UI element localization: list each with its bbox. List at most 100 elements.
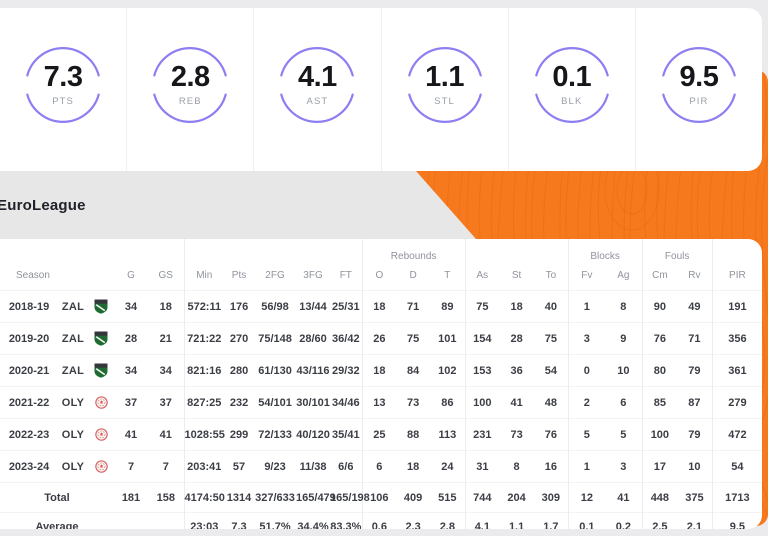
column-header-3fg: 3FG (303, 269, 323, 281)
stat-cell: 11/38 (296, 450, 331, 483)
stat-cell: 54 (711, 450, 762, 483)
season-cell: 2020-21 (0, 354, 58, 387)
stat-cell: 9 (605, 322, 643, 355)
stat-cell: 41 (148, 418, 185, 451)
group-header-blocks: Blocks (567, 239, 643, 265)
stat-cell: 35/41 (330, 418, 363, 451)
table-row: 2019-20 ZAL 28 21 721:22 270 75/148 28/60 36/42 2… (0, 322, 762, 355)
stat-circle: 2.8 REB (150, 45, 230, 125)
stat-cell: 54/101 (254, 386, 297, 419)
column-header-g: G (127, 269, 135, 281)
stat-cell: 744 (464, 482, 500, 513)
stat-cell: 75 (464, 290, 500, 323)
table-column-header-row: Season G GS Min Pts 2FG 3FG FT O D T As … (0, 265, 762, 291)
stat-cell: 41 (605, 482, 643, 513)
total-row: Total 181 158 4174:50 1314 327/633 165/479 165/… (0, 482, 762, 513)
stat-cell: 90 (641, 290, 678, 323)
stat-cell: 26 (361, 322, 397, 355)
stat-cell: 309 (534, 482, 569, 513)
stat-cell: 34/46 (330, 386, 363, 419)
stat-cell: 31 (464, 450, 500, 483)
stat-cell: 75 (534, 322, 569, 355)
stat-cell: 41 (499, 386, 535, 419)
stat-cell: 154 (464, 322, 500, 355)
league-section-band: EuroLeague (0, 171, 476, 239)
stat-cell: 18 (499, 290, 535, 323)
stat-cell: 232 (224, 386, 255, 419)
stat-cell: 101 (430, 322, 466, 355)
stat-cell: 409 (396, 482, 431, 513)
table-row: 2020-21 ZAL 34 34 821:16 280 61/130 43/116 29/32… (0, 354, 762, 387)
column-header-cm: Cm (641, 265, 678, 291)
stat-circle: 0.1 BLK (532, 45, 612, 125)
table-row: 2018-19 ZAL 34 18 572:11 176 56/98 13/44 25/31 18… (0, 290, 762, 323)
stat-cell: 280 (224, 354, 255, 387)
season-cell: 2023-24 (0, 450, 58, 483)
stat-cell: 2.3 (396, 512, 431, 529)
table-row: 2021-22 OLY 37 37 827:25 232 54/101 30/101 34/46… (0, 386, 762, 419)
stat-cell: 86 (430, 386, 466, 419)
stat-cell: 1314 (224, 482, 255, 513)
team-abbr-cell: ZAL (58, 290, 88, 323)
stat-cell: 8 (499, 450, 535, 483)
season-stats-table: Rebounds Blocks Fouls Season G GS Min Pt… (0, 239, 762, 529)
stat-cell: 176 (224, 290, 255, 323)
stat-cell: 16 (534, 450, 569, 483)
stat-cell: 3 (567, 322, 606, 355)
stat-cell: 28 (114, 322, 148, 355)
season-cell: 2021-22 (0, 386, 58, 419)
group-header-fouls: Fouls (641, 239, 713, 265)
circle-arc-icon (26, 47, 100, 123)
season-cell: 2018-19 (0, 290, 58, 323)
stat-cell: 9.5 (711, 512, 762, 529)
stat-cell: 181 (114, 482, 148, 513)
stat-cell: 4.1 (464, 512, 500, 529)
team-abbr-cell: OLY (58, 450, 88, 483)
stat-cell: 61/130 (254, 354, 297, 387)
team-abbr-cell: OLY (58, 418, 88, 451)
stat-cell: 1.1 (499, 512, 535, 529)
stat-cell: 0 (567, 354, 606, 387)
stat-cell: 75 (396, 322, 431, 355)
stat-cell: 356 (711, 322, 762, 355)
stat-value: 9.5 (679, 61, 719, 93)
stat-cell: 7.3 (224, 512, 255, 529)
stat-cell: 721:22 (183, 322, 225, 355)
stat-cell: 3 (605, 450, 643, 483)
stat-cell: 106 (361, 482, 397, 513)
stat-circle: 9.5 PIR (659, 45, 739, 125)
stat-cell: 87 (677, 386, 713, 419)
stat-cell: 79 (677, 418, 713, 451)
stat-cell: 88 (396, 418, 431, 451)
column-header-st: St (511, 269, 522, 281)
stat-cell: 4174:50 (183, 482, 225, 513)
season-cell: 2019-20 (0, 322, 58, 355)
table-row: 2022-23 OLY 41 41 1028:55 299 72/133 40/120 35/4… (0, 418, 762, 451)
stat-cell-reb: 2.8 REB (127, 8, 255, 171)
stat-cell: 0.6 (361, 512, 397, 529)
stat-cell: 2 (567, 386, 606, 419)
stat-cell: 43/116 (296, 354, 331, 387)
stat-cell: 48 (534, 386, 569, 419)
stat-cell: 36 (499, 354, 535, 387)
stat-cell: 0.2 (605, 512, 643, 529)
stat-cell: 361 (711, 354, 762, 387)
stat-cell: 102 (430, 354, 466, 387)
stat-cell: 2.1 (677, 512, 713, 529)
stat-cell: 100 (641, 418, 678, 451)
total-label: Total (0, 482, 114, 513)
season-averages-card: 7.3 PTS 2.8 REB 4.1 AST 1.1 STL 0.1 BLK (0, 8, 762, 171)
stat-cell: 79 (677, 354, 713, 387)
stat-cell: 18 (361, 290, 397, 323)
stat-cell: 24 (430, 450, 466, 483)
stat-circle: 7.3 PTS (23, 45, 103, 125)
table-group-header-row: Rebounds Blocks Fouls (0, 239, 762, 265)
stat-cell (148, 512, 185, 529)
stat-cell: 21 (148, 322, 185, 355)
stat-cell: 191 (711, 290, 762, 323)
stat-cell (114, 512, 148, 529)
stat-cell: 85 (641, 386, 678, 419)
column-header-reb-d: D (409, 269, 417, 281)
team-abbr-cell: OLY (58, 386, 88, 419)
avg-row: Average 23:03 7.3 51.7% 34.4% 83.3% 0.6 2.3 2.8 4… (0, 512, 762, 529)
